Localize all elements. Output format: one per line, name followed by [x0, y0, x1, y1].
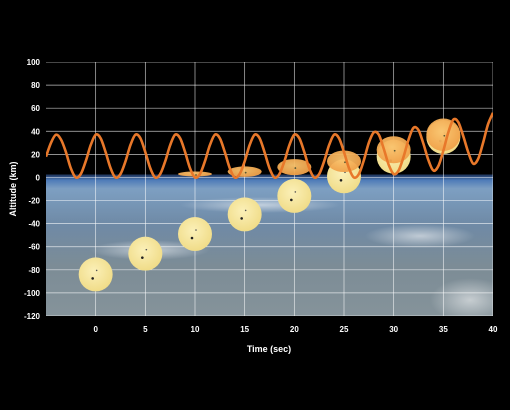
disk-ellipse — [426, 118, 461, 151]
disk-circle — [277, 178, 312, 213]
cloud-patch — [430, 278, 493, 316]
x-tick-label: 30 — [389, 325, 398, 334]
y-tick-label: -40 — [28, 220, 40, 229]
disk-dot — [294, 191, 297, 193]
x-tick-label: 35 — [439, 325, 448, 334]
disk-circle — [78, 257, 113, 292]
disk-circle — [178, 217, 212, 252]
x-tick-label: 10 — [191, 325, 200, 334]
x-tick-label: 15 — [240, 325, 249, 334]
disk-series — [78, 118, 461, 292]
x-tick-label: 5 — [143, 325, 148, 334]
disk-ellipse-point — [277, 159, 312, 176]
altitude-curve — [46, 112, 493, 180]
disk-dot — [195, 174, 197, 176]
disk-dot — [344, 161, 346, 164]
disk-dot — [294, 167, 297, 169]
disk-dot — [91, 277, 94, 280]
disk-dot — [190, 236, 194, 240]
disk-dot — [244, 171, 247, 174]
disk-point — [227, 197, 262, 232]
disk-point — [277, 178, 312, 213]
disk-point — [178, 217, 212, 252]
disk-dot — [393, 149, 396, 152]
disk-ellipse — [327, 150, 361, 173]
y-tick-label: 20 — [31, 150, 40, 159]
disk-circle — [227, 197, 262, 232]
plot-area — [46, 62, 493, 316]
y-axis-label: Altitude (km) — [8, 161, 18, 216]
disk-ellipse — [227, 166, 262, 177]
disk-dot — [141, 256, 144, 259]
cloud-patch — [365, 224, 475, 248]
y-tick-labels: -120 -100 -80 -60 -40 -20 0 20 40 60 80 100 — [24, 58, 41, 321]
disk-dot — [240, 217, 243, 220]
y-tick-label: 100 — [27, 58, 41, 67]
disk-dot — [95, 269, 98, 272]
disk-dot — [195, 229, 197, 231]
disk-dot — [443, 134, 446, 137]
disk-ellipse — [178, 171, 212, 177]
disk-ellipse-point — [327, 150, 361, 173]
y-tick-label: -20 — [28, 197, 40, 206]
disk-point — [78, 257, 113, 292]
y-tick-label: -100 — [24, 289, 41, 298]
y-tick-label: -80 — [28, 266, 40, 275]
y-tick-label: 40 — [31, 127, 40, 136]
y-tick-label: -60 — [28, 243, 40, 252]
disk-ellipse — [277, 159, 312, 176]
disk-dot — [339, 179, 343, 182]
disk-point — [128, 236, 163, 271]
y-tick-label: 80 — [31, 81, 40, 90]
disk-dot — [290, 198, 293, 202]
disk-ellipse-point — [227, 166, 262, 177]
disk-ellipse-point — [426, 118, 461, 151]
disk-dot — [145, 248, 148, 251]
y-tick-label: -120 — [24, 312, 41, 321]
disk-circle — [128, 236, 163, 271]
x-tick-label: 20 — [290, 325, 299, 334]
x-tick-label: 40 — [489, 325, 498, 334]
y-tick-label: 0 — [36, 173, 41, 182]
y-tick-label: 60 — [31, 104, 40, 113]
disk-dot — [244, 209, 247, 212]
disk-ellipse-point — [178, 171, 212, 177]
x-tick-labels: 0 5 10 15 20 25 30 35 40 — [93, 325, 498, 334]
x-tick-label: 25 — [340, 325, 349, 334]
x-tick-label: 0 — [93, 325, 98, 334]
x-axis-label: Time (sec) — [247, 344, 291, 354]
